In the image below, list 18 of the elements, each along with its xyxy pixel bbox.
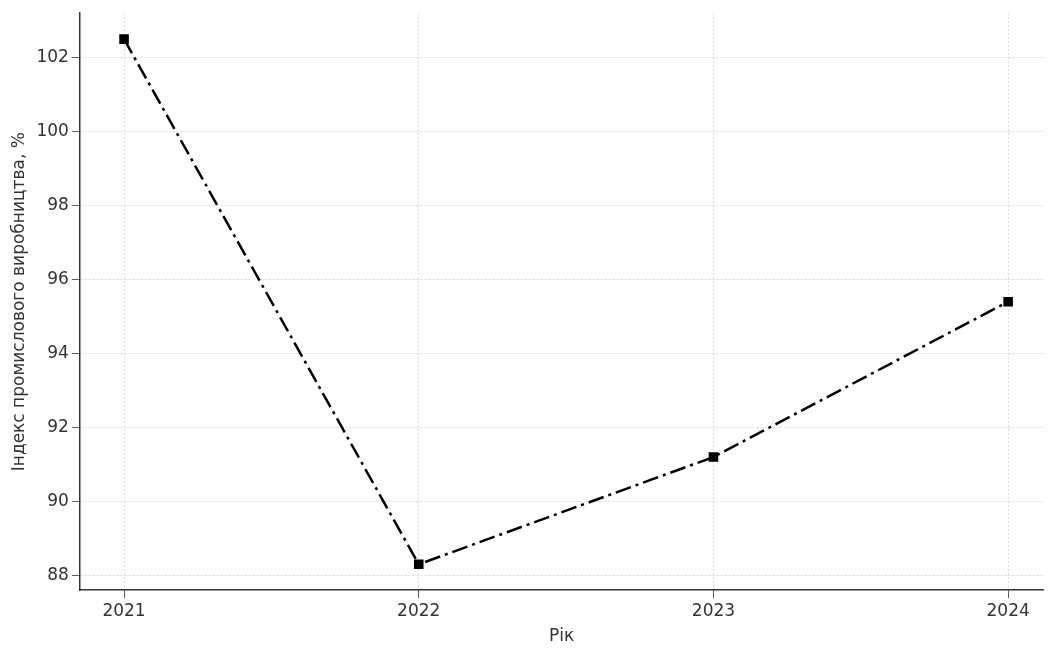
y-tick-label: 102 xyxy=(36,46,69,67)
point xyxy=(708,452,719,462)
y-tick-label: 90 xyxy=(47,489,69,510)
y-tick-label: 92 xyxy=(47,415,69,436)
x-tick-label: 2024 xyxy=(986,599,1030,620)
y-tick-label: 94 xyxy=(47,341,69,362)
x-tick-label: 2022 xyxy=(397,599,441,620)
point xyxy=(413,559,424,570)
y-tick-label: 98 xyxy=(47,193,69,214)
x-tick-label: 2021 xyxy=(102,599,146,620)
y-tick-label: 96 xyxy=(47,267,69,288)
x-axis-title: Рік xyxy=(549,625,575,646)
point xyxy=(1003,296,1013,307)
x-tick-label: 2023 xyxy=(691,599,736,620)
y-tick-label: 100 xyxy=(36,119,69,140)
y-tick-label: 88 xyxy=(47,563,69,584)
y-axis-title: Індекс промислового виробництва, % xyxy=(7,132,28,472)
point xyxy=(119,34,129,44)
